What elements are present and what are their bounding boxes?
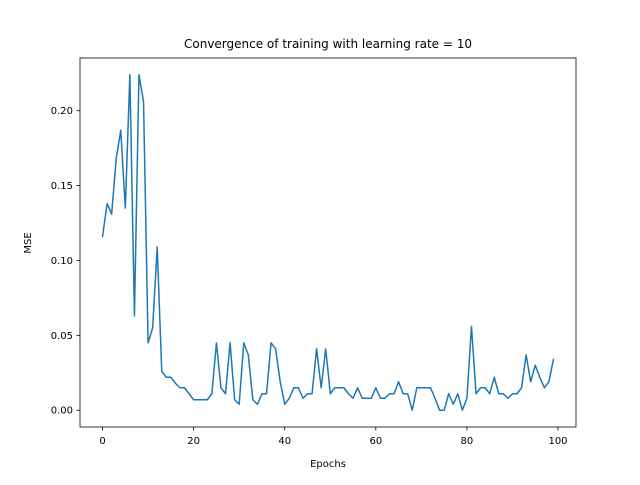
series-line-mse xyxy=(101,74,555,411)
y-axis-label: MSE xyxy=(23,232,34,253)
x-tick-label: 60 xyxy=(369,436,382,447)
x-tick-label: 100 xyxy=(548,436,567,447)
y-tick-label: 0.00 xyxy=(51,406,73,417)
x-axis-label: Epochs xyxy=(310,459,346,470)
y-axis-ticks: 0.00 0.05 0.10 0.15 0.20 xyxy=(51,106,80,417)
axes-frame xyxy=(79,57,577,428)
x-tick-label: 20 xyxy=(187,436,200,447)
plot-area xyxy=(79,57,577,428)
chart-title: Convergence of training with learning ra… xyxy=(184,37,472,51)
x-tick-label: 0 xyxy=(99,436,105,447)
x-axis-ticks: 0 20 40 60 80 100 xyxy=(99,427,568,447)
y-tick-label: 0.05 xyxy=(51,331,73,342)
y-tick-label: 0.15 xyxy=(51,181,73,192)
x-tick-label: 80 xyxy=(461,436,474,447)
y-tick-label: 0.10 xyxy=(51,256,73,267)
x-tick-label: 40 xyxy=(278,436,291,447)
y-tick-label: 0.20 xyxy=(51,106,73,117)
